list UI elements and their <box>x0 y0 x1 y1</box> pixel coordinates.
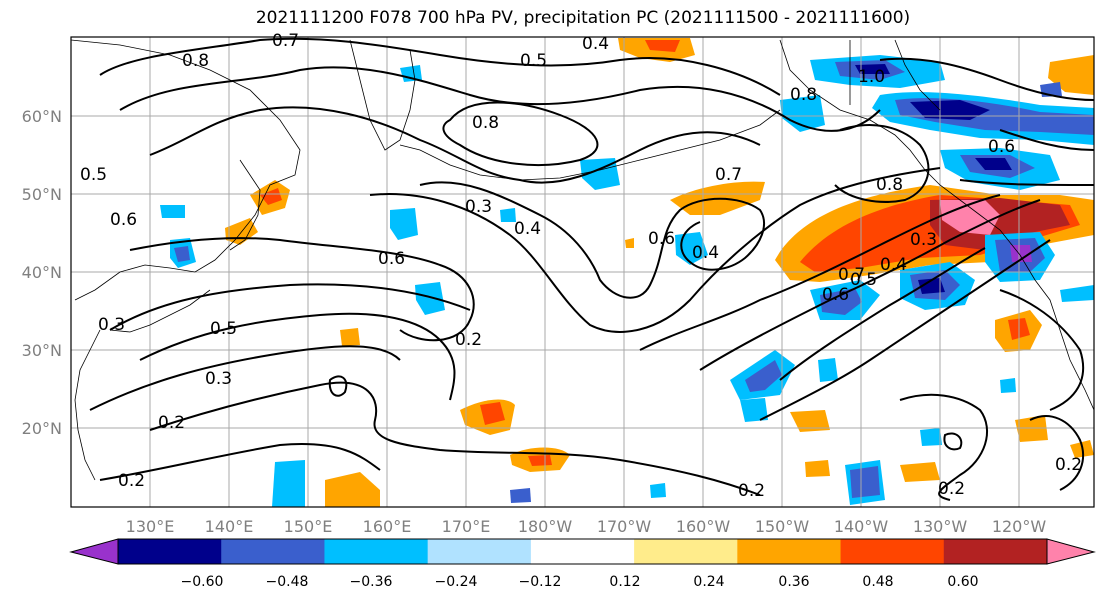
contour-label: 0.8 <box>790 85 817 105</box>
lon-label: 130°E <box>126 517 175 536</box>
colorbar-tick-label: −0.12 <box>519 574 562 590</box>
contour-label: 0.6 <box>822 285 849 305</box>
contour-label: 0.8 <box>472 113 499 133</box>
colorbar-tick-label: 0.36 <box>778 574 809 590</box>
contour-label: 0.8 <box>876 175 903 195</box>
colorbar-min-arrow <box>69 538 119 565</box>
contour-label: 0.3 <box>98 315 125 335</box>
colorbar-tick-label: 0.48 <box>862 574 893 590</box>
colorbar-segment <box>840 539 945 564</box>
contour-label: 0.4 <box>692 243 719 263</box>
precip-negative-shading <box>160 55 1094 507</box>
contour-label: 0.7 <box>715 165 742 185</box>
colorbar-tick-label: −0.60 <box>181 574 224 590</box>
contour-label: 0.4 <box>880 255 907 275</box>
colorbar-tick-label: 0.60 <box>947 574 978 590</box>
colorbar-segment <box>530 539 635 564</box>
contour-label: 0.5 <box>80 165 107 185</box>
colorbar-segment <box>324 539 429 564</box>
contour-label: 0.4 <box>514 219 541 239</box>
lon-label: 170°E <box>442 517 491 536</box>
lon-label: 140°E <box>205 517 254 536</box>
colorbar-tick-label: −0.48 <box>266 574 309 590</box>
lat-label: 40°N <box>22 263 62 282</box>
contour-label: 0.3 <box>205 369 232 389</box>
colorbar-frame <box>117 538 1048 565</box>
contour-label: 0.6 <box>110 210 137 230</box>
lat-label: 20°N <box>22 419 62 438</box>
colorbar-tick-label: 0.12 <box>609 574 640 590</box>
lon-label: 140°W <box>834 517 889 536</box>
contour-label: 0.2 <box>938 479 965 499</box>
colorbar-tick-label: −0.24 <box>435 574 478 590</box>
lon-label: 130°W <box>913 517 968 536</box>
contour-labels: 0.8 0.7 0.4 0.5 0.8 0.5 0.6 0.3 0.4 0.6 … <box>80 31 1082 501</box>
lat-label: 50°N <box>22 185 62 204</box>
colorbar-segment <box>943 539 1048 564</box>
colorbar: −0.60 −0.48 −0.36 −0.24 −0.12 0.12 0.24 … <box>69 538 1096 590</box>
colorbar-segments <box>118 539 1048 564</box>
contour-label: 0.5 <box>850 270 877 290</box>
contour-label: 0.7 <box>838 265 865 285</box>
contour-label: 0.3 <box>465 197 492 217</box>
map-content <box>71 37 1094 507</box>
coastlines <box>71 39 1094 481</box>
contour-label: 0.3 <box>910 230 937 250</box>
contour-label: 0.6 <box>378 249 405 269</box>
contour-label: 0.5 <box>210 319 237 339</box>
contour-label: 0.2 <box>158 413 185 433</box>
map-title: 2021111200 F078 700 hPa PV, precipitatio… <box>255 8 911 28</box>
lon-label: 120°W <box>992 517 1047 536</box>
colorbar-segment <box>221 539 325 564</box>
colorbar-segment <box>118 539 222 564</box>
colorbar-tick-label: −0.36 <box>350 574 393 590</box>
pv-contours <box>89 37 1094 501</box>
lon-label: 150°E <box>284 517 333 536</box>
contour-label: 0.6 <box>648 229 675 249</box>
lon-label: 160°W <box>676 517 731 536</box>
lon-label: 150°W <box>755 517 810 536</box>
colorbar-segment <box>737 539 842 564</box>
contour-label: 1.0 <box>858 67 885 87</box>
contour-label: 0.5 <box>520 51 547 71</box>
lon-label: 170°W <box>597 517 652 536</box>
lon-label: 160°E <box>363 517 412 536</box>
contour-label: 0.2 <box>455 330 482 350</box>
contour-label: 0.2 <box>738 481 765 501</box>
lat-label: 30°N <box>22 341 62 360</box>
contour-label: 0.4 <box>582 34 609 54</box>
map-border <box>70 36 1095 508</box>
contour-label: 0.8 <box>182 51 209 71</box>
colorbar-segment <box>634 539 738 564</box>
contour-label: 0.2 <box>118 471 145 491</box>
contour-label: 0.2 <box>1055 455 1082 475</box>
colorbar-max-arrow <box>1046 538 1096 565</box>
latitude-labels: 60°N 50°N 40°N 30°N 20°N <box>22 107 62 438</box>
lon-label: 180°W <box>518 517 573 536</box>
contour-label: 0.6 <box>988 137 1015 157</box>
longitude-labels: 130°E 140°E 150°E 160°E 170°E 180°W 170°… <box>126 517 1047 536</box>
contour-label: 0.7 <box>272 31 299 51</box>
colorbar-ticks: −0.60 −0.48 −0.36 −0.24 −0.12 0.12 0.24 … <box>181 574 979 590</box>
lat-label: 60°N <box>22 107 62 126</box>
colorbar-tick-label: 0.24 <box>693 574 724 590</box>
colorbar-segment <box>427 539 532 564</box>
